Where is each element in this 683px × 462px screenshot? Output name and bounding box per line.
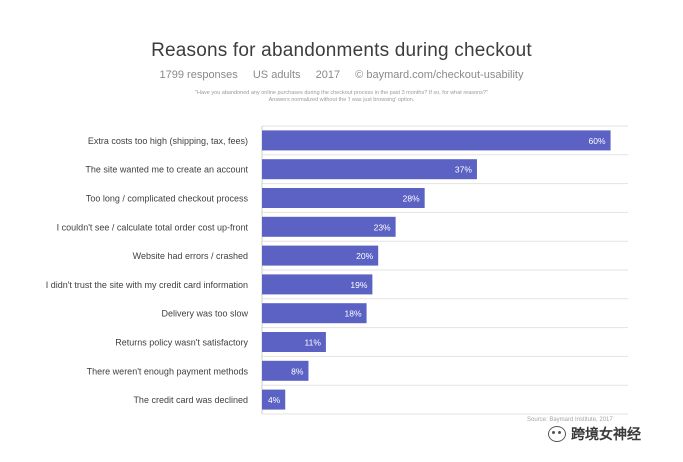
- watermark-text: 跨境女神经: [571, 426, 641, 442]
- value-label: 23%: [374, 222, 391, 232]
- subtitle-responses: 1799 responses: [159, 69, 238, 81]
- value-label: 19%: [350, 280, 367, 290]
- bar: [262, 389, 286, 410]
- value-label: 37%: [455, 165, 472, 175]
- survey-note: Answers normalized without the 'I was ju…: [268, 97, 415, 103]
- value-label: 11%: [305, 338, 322, 348]
- category-label: Website had errors / crashed: [133, 251, 248, 261]
- category-label: Too long / complicated checkout process: [86, 194, 249, 204]
- bar: [262, 332, 326, 352]
- bar: [262, 159, 477, 180]
- category-label: Extra costs too high (shipping, tax, fee…: [88, 136, 248, 146]
- chart-subtitle: 1799 responses US adults 2017 © baymard.…: [0, 69, 683, 81]
- subtitle-year: 2017: [315, 69, 341, 81]
- category-label: I couldn't see / calculate total order c…: [57, 222, 249, 232]
- value-label: 60%: [589, 136, 606, 146]
- bar: [262, 188, 425, 208]
- value-label: 20%: [356, 251, 373, 261]
- value-label: 4%: [268, 395, 281, 405]
- category-label: Delivery was too slow: [161, 309, 248, 319]
- category-label: I didn't trust the site with my credit c…: [46, 280, 248, 290]
- category-label: There weren't enough payment methods: [87, 366, 249, 376]
- bar: [262, 274, 373, 295]
- category-label: The site wanted me to create an account: [85, 165, 248, 175]
- bar: [262, 303, 367, 324]
- subtitle-population: US adults: [252, 69, 301, 81]
- survey-question: "Have you abandoned any online purchases…: [195, 90, 488, 96]
- bar: [262, 130, 611, 151]
- category-label: Returns policy wasn't satisfactory: [115, 338, 248, 348]
- value-label: 18%: [345, 309, 362, 319]
- wechat-icon: [548, 426, 566, 442]
- value-label: 28%: [403, 194, 420, 204]
- chart-title: Reasons for abandonments during checkout: [151, 40, 532, 61]
- bar: [262, 216, 396, 237]
- subtitle-source-link: © baymard.com/checkout-usability: [355, 69, 524, 81]
- bar: [262, 360, 309, 381]
- bar: [262, 245, 379, 266]
- category-label: The credit card was declined: [133, 395, 248, 405]
- watermark: 跨境女神经: [548, 424, 641, 444]
- source-note: Source: Baymard Institute, 2017: [527, 417, 613, 423]
- value-label: 8%: [291, 366, 304, 376]
